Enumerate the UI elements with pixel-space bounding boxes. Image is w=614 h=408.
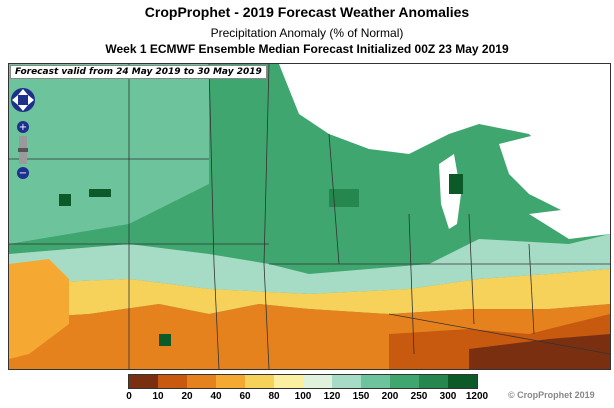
legend-swatch [216,375,245,388]
map-zone-west-orange [9,259,69,359]
legend-tick-label: 10 [152,391,164,402]
legend-swatch [158,375,187,388]
legend-swatch [390,375,419,388]
legend-tick-label: 1200 [465,391,489,402]
legend-swatch [303,375,332,388]
map-zone-transition [9,234,610,294]
legend-tick-label: 300 [439,391,457,402]
color-legend [128,374,478,389]
wet-spot [89,189,111,197]
map-description: Week 1 ECMWF Ensemble Median Forecast In… [105,42,509,56]
legend-swatch [274,375,303,388]
legend-swatch [332,375,361,388]
legend-tick-label: 200 [381,391,399,402]
map-canvas [9,64,610,369]
legend-tick-label: 60 [239,391,251,402]
wet-spot [329,189,359,207]
wet-spot [159,334,171,346]
zoom-in-button[interactable] [17,121,29,133]
legend-swatch [245,375,274,388]
legend-swatch [129,375,158,388]
legend-tick-label: 0 [126,391,132,402]
legend-tick-label: 150 [352,391,370,402]
pan-control-icon[interactable]: + − [10,80,36,190]
forecast-validity-label: Forecast valid from 24 May 2019 to 30 Ma… [10,65,267,79]
wet-spot [59,194,71,206]
svg-text:+: + [19,122,27,133]
map-navigation-controls[interactable]: + − [10,80,36,190]
zoom-out-button[interactable] [17,167,29,179]
lake-huron [499,134,610,214]
lake-erie [529,204,610,239]
precipitation-map[interactable] [8,63,611,370]
map-zone-brown [469,334,610,369]
state-borders [9,64,610,369]
map-title: CropProphet - 2019 Forecast Weather Anom… [144,4,470,20]
legend-tick-label: 80 [268,391,280,402]
legend-swatch [187,375,216,388]
zoom-slider-handle[interactable] [18,148,28,152]
map-subtitle: Precipitation Anomaly (% of Normal) [210,26,404,40]
legend-tick-label: 20 [181,391,193,402]
legend-swatch [448,375,477,388]
legend-tick-label: 250 [410,391,428,402]
wet-spot [449,174,463,194]
legend-swatch [361,375,390,388]
copyright-label: © CropProphet 2019 [508,390,595,400]
lake-superior [279,64,610,184]
svg-text:−: − [19,168,27,179]
legend-swatch [419,375,448,388]
legend-tick-label: 40 [210,391,222,402]
legend-tick-label: 120 [323,391,341,402]
map-zone-yellow [9,269,610,319]
legend-tick-label: 100 [294,391,312,402]
